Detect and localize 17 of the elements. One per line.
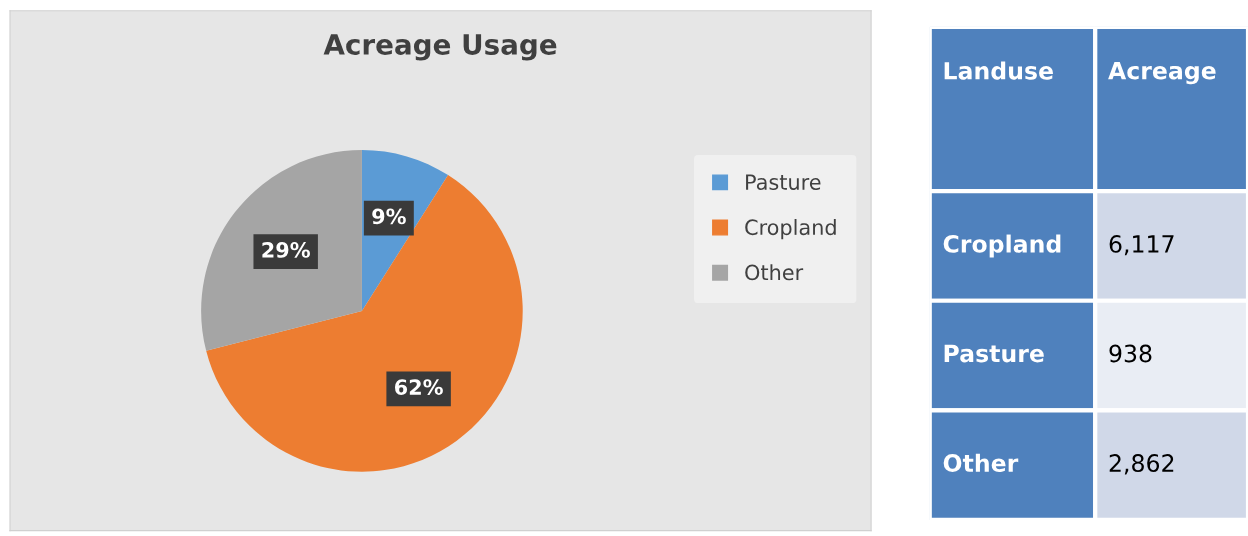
- category-label: Other: [943, 453, 1019, 472]
- text: 2,862: [1109, 454, 1174, 475]
- text: 938: [1109, 344, 1152, 363]
- legend-label: Other: [745, 264, 804, 281]
- data-label: 9%: [372, 208, 406, 225]
- data-label: 62%: [394, 379, 443, 395]
- category-label: Cropland: [943, 234, 1061, 258]
- text: Acreage: [1108, 61, 1216, 85]
- data-label: 29%: [262, 242, 310, 258]
- pie-slice: [201, 150, 362, 351]
- legend-label: Cropland: [745, 219, 836, 240]
- category-label: Pasture: [944, 344, 1044, 363]
- text: Landuse: [944, 61, 1053, 80]
- pie-slice: [206, 175, 523, 472]
- text: 6,117: [1109, 234, 1174, 256]
- legend-label: Pasture: [746, 174, 821, 190]
- chart-title: Acreage Usage: [323, 34, 557, 61]
